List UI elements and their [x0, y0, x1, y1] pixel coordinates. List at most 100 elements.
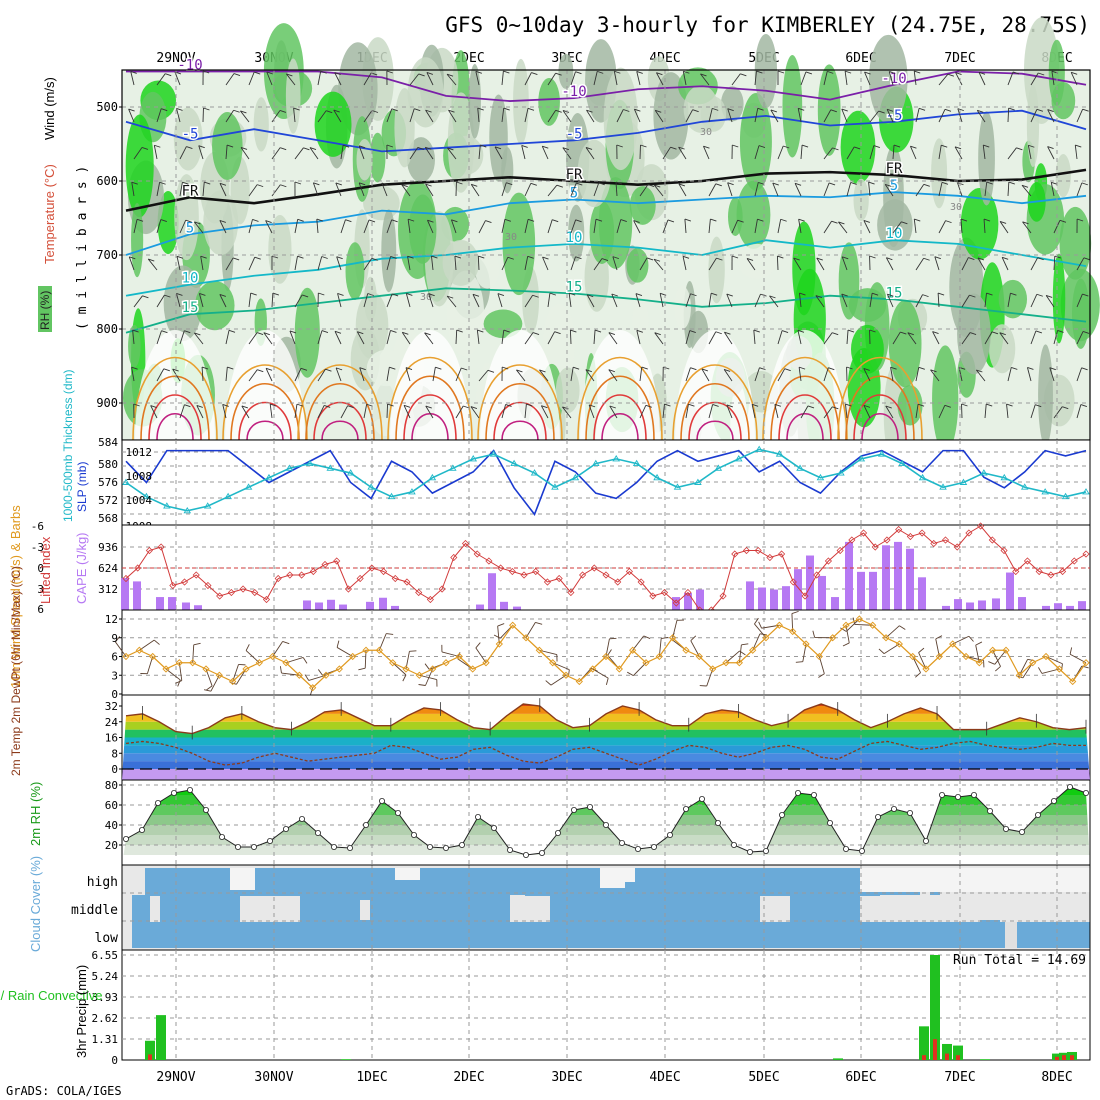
- li-point: [614, 578, 622, 586]
- warm-contour: [411, 413, 449, 441]
- wind-barb-flag: [263, 332, 270, 336]
- wind-barb-flag: [774, 403, 781, 407]
- li-point: [953, 543, 961, 551]
- rh-cell: [840, 110, 876, 184]
- temperature-contour: [125, 168, 1087, 212]
- wind-barb: [844, 71, 848, 86]
- wind-speed-point: [149, 652, 157, 661]
- temperature-contour: [125, 109, 1087, 153]
- wind-barb-flag: [336, 256, 343, 260]
- wind-barb-flag: [272, 292, 280, 296]
- rh-point: [314, 830, 321, 837]
- wind-barb-flag: [636, 70, 643, 74]
- thickness-point: [612, 455, 621, 462]
- wind-barb-flag: [847, 329, 855, 333]
- wind-barb-flag: [715, 331, 722, 335]
- temp-axis-label: 2m Temp 2m DewPt (6hr Min/Max) (°C): [9, 566, 23, 776]
- rh2m-axis-label: 2m RH (%): [28, 782, 43, 846]
- rh-point: [539, 850, 546, 857]
- wind-barb-flag: [541, 405, 548, 409]
- panel-10m-wind: 0 3 6 9 12 10m Wind Speed (m/s) & Barbs: [8, 505, 1091, 706]
- rh-cell: [848, 288, 887, 322]
- wind-barb-flag: [758, 181, 765, 185]
- wind-barb: [386, 293, 393, 308]
- wind-barb: [562, 406, 572, 419]
- wind-barb-flag: [798, 107, 805, 111]
- precip-tick: 1.31: [92, 1033, 119, 1046]
- wind-barb-flag: [301, 294, 309, 298]
- cape-bar: [488, 573, 496, 610]
- rh-cell: [381, 209, 397, 293]
- wind-barb-flag: [1062, 406, 1069, 410]
- thickness-point: [489, 450, 498, 457]
- li-point: [918, 529, 926, 537]
- thickness-point: [203, 502, 212, 509]
- wind-barb: [501, 404, 507, 419]
- cape-bar: [339, 604, 347, 610]
- wind-barb-flag: [532, 294, 539, 298]
- wind-barb: [475, 71, 480, 86]
- wind-barb: [639, 405, 647, 419]
- contour-label: 15: [182, 300, 199, 316]
- wind-barb: [150, 405, 158, 419]
- rh-cell: [253, 97, 269, 152]
- wind-barb: [1030, 257, 1039, 271]
- wind-barb: [524, 404, 527, 419]
- li-point: [543, 578, 552, 586]
- thickness-point: [1082, 488, 1090, 495]
- wind-barb-flag: [753, 329, 760, 333]
- wind-speed-point: [135, 646, 143, 654]
- wind-barb-flag: [667, 219, 675, 223]
- wind-barb-flag: [176, 255, 184, 259]
- wind10m-barb: [550, 674, 567, 686]
- wind-barb: [156, 108, 162, 123]
- wind-speed-point: [829, 634, 837, 642]
- contour-label: -5: [886, 108, 903, 124]
- wind-barb: [1007, 181, 1010, 197]
- thickness-point: [1061, 492, 1070, 500]
- wind-barb: [585, 369, 595, 382]
- wind-barb: [524, 72, 532, 86]
- wind-barb: [386, 367, 390, 382]
- wind-barb: [685, 293, 691, 308]
- wind-barb: [219, 183, 227, 197]
- wind-barb: [915, 258, 925, 271]
- wind-speed-point: [495, 640, 503, 648]
- wind-barb-flag: [724, 368, 731, 372]
- wind-barb-flag: [688, 403, 695, 407]
- wind-barb: [955, 72, 963, 86]
- wind-speed-point: [322, 671, 330, 679]
- wind-speed-point: [749, 646, 757, 654]
- li-point: [754, 546, 762, 555]
- wind-barb: [447, 147, 457, 160]
- rh-point: [843, 846, 850, 853]
- cloud-middle: [300, 895, 410, 923]
- wind-barb: [294, 294, 303, 308]
- wind-barb: [524, 108, 529, 123]
- wind-speed-point: [562, 671, 570, 679]
- wind-barb: [708, 293, 712, 308]
- wind-barb-flag: [646, 257, 654, 261]
- wind-barb-flag: [850, 182, 857, 185]
- wind-barb: [613, 71, 618, 86]
- wind-barb: [248, 257, 256, 271]
- wind-barb-flag: [816, 257, 823, 261]
- rh-cell: [629, 186, 656, 225]
- wind-barb-flag: [202, 70, 210, 74]
- wind-barb: [547, 331, 556, 345]
- wind10m-barb-flag: [475, 642, 481, 649]
- wind-barb: [333, 109, 342, 123]
- li-point: [134, 564, 142, 572]
- rh-cell: [577, 139, 611, 208]
- wind-barb-flag: [198, 145, 205, 149]
- wind-barb: [478, 220, 486, 234]
- cloud-gap: [360, 900, 370, 920]
- wind-barb-flag: [359, 145, 366, 149]
- wind-barb-flag: [1022, 221, 1029, 225]
- wind-barb-flag: [1083, 257, 1091, 261]
- wind-speed-point: [935, 652, 943, 661]
- wind-barb: [845, 404, 848, 419]
- rh-cell: [998, 279, 1028, 319]
- wind-speed-point: [535, 646, 543, 654]
- wind10m-barb: [378, 633, 387, 651]
